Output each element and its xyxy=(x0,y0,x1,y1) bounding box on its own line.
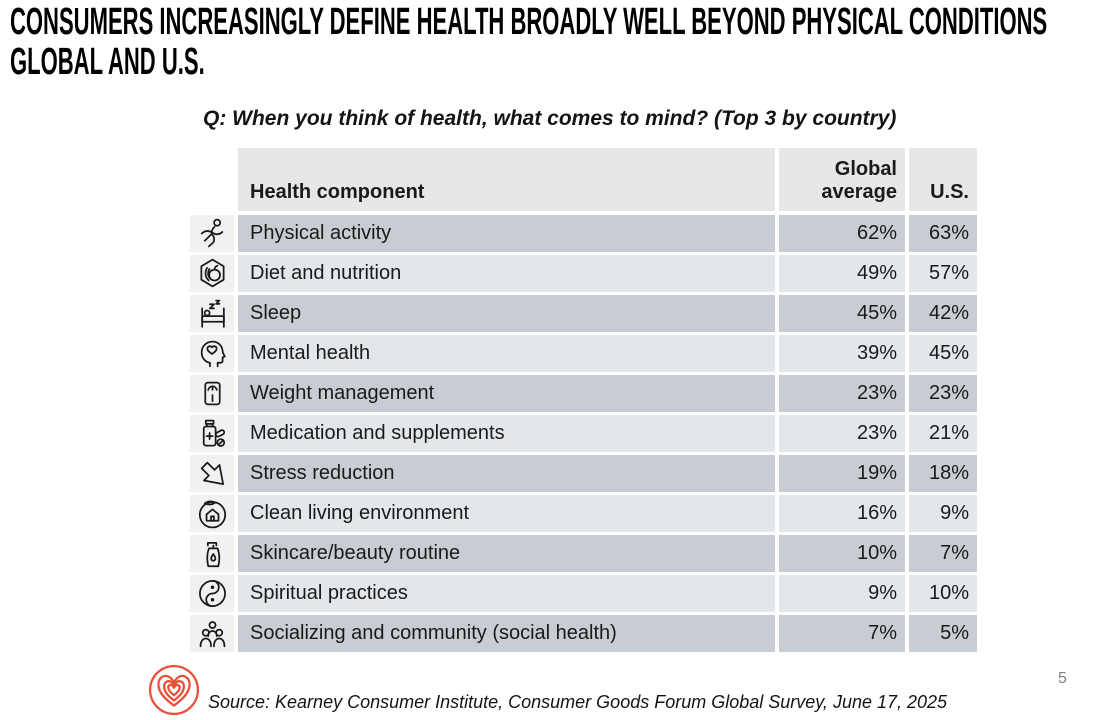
row-us-value: 5% xyxy=(909,615,977,652)
row-label: Weight management xyxy=(238,375,775,412)
row-global-value: 62% xyxy=(779,215,905,252)
row-label: Spiritual practices xyxy=(238,575,775,612)
row-global-value: 23% xyxy=(779,415,905,452)
slide-title-line2: GLOBAL AND U.S. xyxy=(10,41,205,83)
icon-chip xyxy=(190,535,234,572)
header-us: U.S. xyxy=(909,148,977,211)
concentric-hearts-icon xyxy=(148,664,200,716)
table-header-row: Health component Global average U.S. xyxy=(190,148,977,211)
clean-home-icon xyxy=(198,500,226,529)
kearney-logo xyxy=(147,663,201,720)
row-global-value: 45% xyxy=(779,295,905,332)
row-us-value: 57% xyxy=(909,255,977,292)
row-us-value: 10% xyxy=(909,575,977,612)
row-us-value: 45% xyxy=(909,335,977,372)
icon-chip xyxy=(190,615,234,652)
lotion-bottle-icon xyxy=(205,542,220,568)
icon-chip xyxy=(190,335,234,372)
icon-chip xyxy=(190,495,234,532)
row-global-value: 39% xyxy=(779,335,905,372)
health-components-table: Health component Global average U.S. Phy… xyxy=(190,148,977,655)
table-row: Skincare/beauty routine 10% 7% xyxy=(190,535,977,572)
source-note: Source: Kearney Consumer Institute, Cons… xyxy=(208,692,948,712)
medication-icon xyxy=(202,419,225,447)
people-group-icon xyxy=(199,621,225,648)
table-row: Sleep 45% 42% xyxy=(190,295,977,332)
row-label: Mental health xyxy=(238,335,775,372)
arrow-down-icon xyxy=(200,461,224,485)
table-row: Physical activity 62% 63% xyxy=(190,215,977,252)
row-us-value: 7% xyxy=(909,535,977,572)
row-global-value: 7% xyxy=(779,615,905,652)
table-row: Mental health 39% 45% xyxy=(190,335,977,372)
table-row: Weight management 23% 23% xyxy=(190,375,977,412)
table-row: Medication and supplements 23% 21% xyxy=(190,415,977,452)
row-us-value: 18% xyxy=(909,455,977,492)
icon-chip xyxy=(190,255,234,292)
header-icon-spacer xyxy=(190,148,234,211)
icon-chip xyxy=(190,295,234,332)
icon-chip xyxy=(190,455,234,492)
page-number: 5 xyxy=(1058,670,1067,687)
weight-scale-icon xyxy=(203,381,221,406)
row-label: Skincare/beauty routine xyxy=(238,535,775,572)
row-global-value: 9% xyxy=(779,575,905,612)
yin-yang-icon xyxy=(198,580,226,607)
row-label: Medication and supplements xyxy=(238,415,775,452)
row-label: Clean living environment xyxy=(238,495,775,532)
icon-chip xyxy=(190,215,234,252)
icon-chip xyxy=(190,375,234,412)
row-us-value: 9% xyxy=(909,495,977,532)
header-global-average: Global average xyxy=(779,148,905,211)
row-global-value: 49% xyxy=(779,255,905,292)
row-label: Sleep xyxy=(238,295,775,332)
table-row: Stress reduction 19% 18% xyxy=(190,455,977,492)
survey-question: Q: When you think of health, what comes … xyxy=(203,107,897,130)
row-global-value: 23% xyxy=(779,375,905,412)
row-label: Physical activity xyxy=(238,215,775,252)
diet-icon xyxy=(199,258,225,288)
row-us-value: 23% xyxy=(909,375,977,412)
row-global-value: 19% xyxy=(779,455,905,492)
row-us-value: 63% xyxy=(909,215,977,252)
table-row: Spiritual practices 9% 10% xyxy=(190,575,977,612)
row-label: Diet and nutrition xyxy=(238,255,775,292)
icon-chip xyxy=(190,575,234,612)
row-label: Stress reduction xyxy=(238,455,775,492)
table-row: Socializing and community (social health… xyxy=(190,615,977,652)
table-row: Clean living environment 16% 9% xyxy=(190,495,977,532)
row-us-value: 42% xyxy=(909,295,977,332)
row-global-value: 10% xyxy=(779,535,905,572)
icon-chip xyxy=(190,415,234,452)
slide-title: CONSUMERS INCREASINGLY DEFINE HEALTH BRO… xyxy=(10,2,1047,82)
row-global-value: 16% xyxy=(779,495,905,532)
slide-title-line1: CONSUMERS INCREASINGLY DEFINE HEALTH BRO… xyxy=(10,1,1048,43)
row-us-value: 21% xyxy=(909,415,977,452)
row-label: Socializing and community (social health… xyxy=(238,615,775,652)
mental-health-icon xyxy=(200,340,226,368)
sleep-bed-icon xyxy=(200,299,225,328)
table-row: Diet and nutrition 49% 57% xyxy=(190,255,977,292)
header-health-component: Health component xyxy=(238,148,775,211)
runner-icon xyxy=(200,218,223,248)
